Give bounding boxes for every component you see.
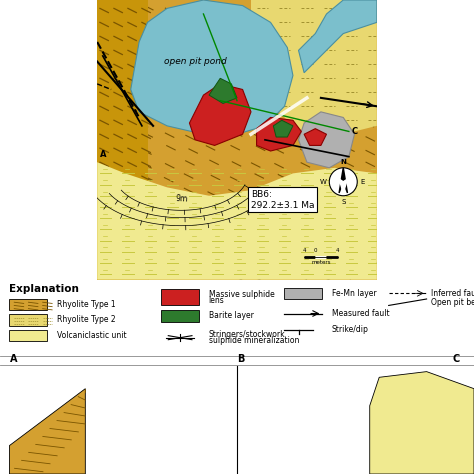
Text: A: A — [100, 150, 107, 159]
Text: Volcaniclastic unit: Volcaniclastic unit — [57, 331, 127, 340]
Polygon shape — [299, 112, 355, 168]
Bar — [9, 299, 47, 310]
Text: C: C — [352, 127, 358, 136]
Text: Stringers/stockwork: Stringers/stockwork — [209, 330, 285, 339]
Text: C: C — [453, 354, 460, 364]
Text: A: A — [9, 354, 17, 364]
Text: Inferred fault: Inferred fault — [431, 289, 474, 298]
Polygon shape — [304, 128, 327, 146]
Text: 4: 4 — [336, 248, 339, 253]
Bar — [284, 288, 322, 299]
Bar — [161, 310, 199, 321]
Polygon shape — [209, 78, 237, 103]
Text: Measured fault: Measured fault — [332, 309, 390, 318]
Text: W: W — [319, 179, 327, 185]
Text: 0: 0 — [314, 248, 317, 253]
Text: Barite layer: Barite layer — [209, 311, 254, 320]
Circle shape — [329, 168, 357, 196]
Text: meters: meters — [311, 260, 331, 265]
Text: Open pit bench: Open pit bench — [431, 298, 474, 307]
Text: Rhyolite Type 1: Rhyolite Type 1 — [57, 300, 116, 309]
Text: B: B — [237, 354, 245, 364]
Text: open pit pond: open pit pond — [164, 57, 227, 66]
Polygon shape — [251, 0, 377, 140]
Polygon shape — [299, 0, 377, 73]
Text: N: N — [340, 159, 346, 165]
Text: sulphide mineralization: sulphide mineralization — [209, 337, 299, 346]
Text: E: E — [360, 179, 365, 185]
Polygon shape — [256, 118, 301, 151]
Text: Explanation: Explanation — [9, 283, 79, 294]
Text: 9m: 9m — [175, 194, 188, 203]
Polygon shape — [97, 0, 377, 280]
Bar — [9, 314, 47, 326]
Polygon shape — [370, 372, 474, 474]
Bar — [9, 329, 47, 341]
Text: BB6:
292.2±3.1 Ma: BB6: 292.2±3.1 Ma — [251, 190, 314, 210]
Text: Rhyolite Type 2: Rhyolite Type 2 — [57, 316, 116, 324]
Polygon shape — [9, 389, 85, 474]
Text: 4: 4 — [302, 248, 306, 253]
Text: Fe-Mn layer: Fe-Mn layer — [332, 289, 376, 298]
Polygon shape — [131, 0, 293, 134]
Polygon shape — [339, 168, 347, 193]
Bar — [161, 289, 199, 305]
Text: S: S — [341, 199, 346, 205]
Polygon shape — [339, 179, 347, 193]
Polygon shape — [97, 0, 147, 280]
Text: lens: lens — [209, 296, 224, 305]
Text: Massive sulphide: Massive sulphide — [209, 290, 274, 299]
Text: Strike/dip: Strike/dip — [332, 325, 369, 334]
Polygon shape — [190, 84, 251, 146]
Polygon shape — [97, 162, 377, 280]
Polygon shape — [273, 120, 293, 137]
